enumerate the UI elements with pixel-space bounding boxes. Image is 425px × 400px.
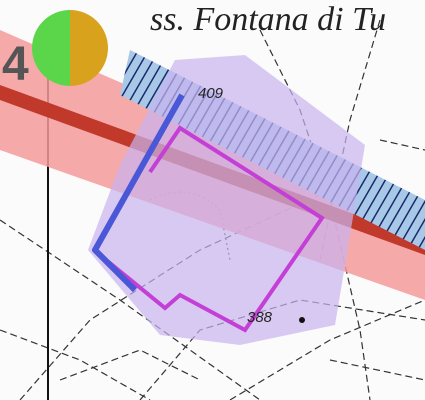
route-line [92,93,185,293]
area-highlight [88,55,365,345]
road-label: ss. Fontana di Tu [150,1,386,38]
spot-point [299,317,305,323]
parcel-outline [98,125,325,333]
spot-height: 409 [198,85,224,102]
spot-height: 388 [247,309,273,326]
marker-left[interactable] [32,10,70,86]
marker-right[interactable] [70,10,108,86]
sheet-number: 4 [2,38,29,91]
